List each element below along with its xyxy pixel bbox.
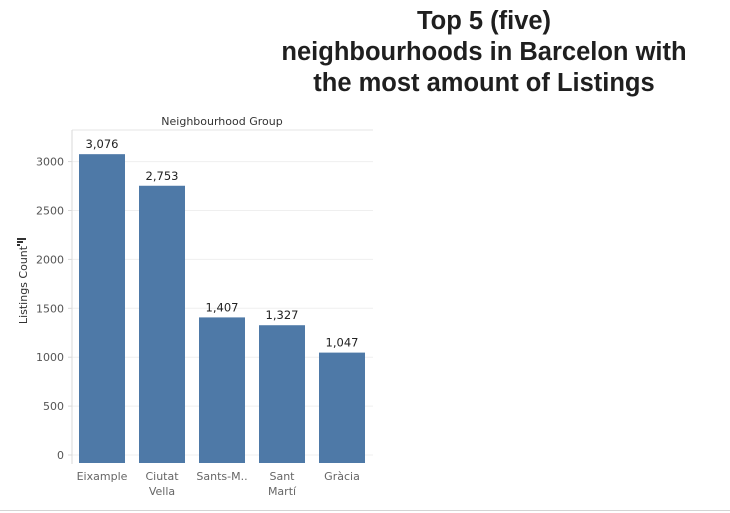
title-line-3: the most amount of Listings bbox=[313, 69, 655, 97]
x-tick-label: Sants-M.. bbox=[196, 470, 247, 483]
y-axis-title: Listings Count bbox=[17, 245, 30, 324]
x-tick-label: Eixample bbox=[77, 470, 128, 483]
x-tick-label: Martí bbox=[268, 485, 297, 498]
x-axis-labels: Eixample Ciutat Vella Sants-M.. Sant Martí Grà… bbox=[77, 470, 360, 498]
title-line-1: Top 5 (five) bbox=[416, 7, 552, 35]
bar-value-label: 1,407 bbox=[206, 300, 239, 314]
bar-value-label: 3,076 bbox=[86, 137, 119, 151]
bar-value-label: 1,047 bbox=[326, 336, 359, 350]
y-tick-label: 0 bbox=[57, 449, 64, 462]
x-tick-label: Gràcia bbox=[324, 470, 360, 483]
y-tick-label: 1000 bbox=[36, 351, 64, 364]
y-tick-label: 1500 bbox=[36, 302, 64, 315]
y-tick-label: 2000 bbox=[36, 253, 64, 266]
bottom-divider bbox=[0, 510, 730, 511]
y-axis-label: Listings Count bbox=[17, 245, 30, 324]
x-tick-label: Vella bbox=[149, 485, 175, 498]
bar[interactable] bbox=[259, 325, 305, 463]
bar-value-label: 1,327 bbox=[266, 308, 299, 322]
y-tick-label: 2500 bbox=[36, 205, 64, 218]
bars: 3,076 2,753 1,407 1,327 1,047 bbox=[79, 137, 365, 464]
bar[interactable] bbox=[139, 185, 185, 464]
y-tick-label: 3000 bbox=[36, 156, 64, 169]
page-title: Top 5 (five) neighbourhoods in Barcelon … bbox=[262, 6, 706, 99]
bar[interactable] bbox=[79, 154, 125, 463]
bar[interactable] bbox=[199, 317, 245, 463]
y-axis: 0 500 1000 1500 2000 2500 3000 bbox=[36, 130, 73, 464]
x-tick-label: Ciutat bbox=[145, 470, 179, 483]
x-tick-label: Sant bbox=[269, 470, 295, 483]
y-tick-label: 500 bbox=[43, 400, 64, 413]
title-line-2: neighbourhoods in Barcelon with bbox=[281, 38, 687, 66]
bar[interactable] bbox=[319, 352, 365, 463]
column-header: Neighbourhood Group bbox=[161, 115, 282, 128]
bar-value-label: 2,753 bbox=[146, 169, 179, 183]
sort-descending-icon[interactable] bbox=[17, 238, 26, 246]
